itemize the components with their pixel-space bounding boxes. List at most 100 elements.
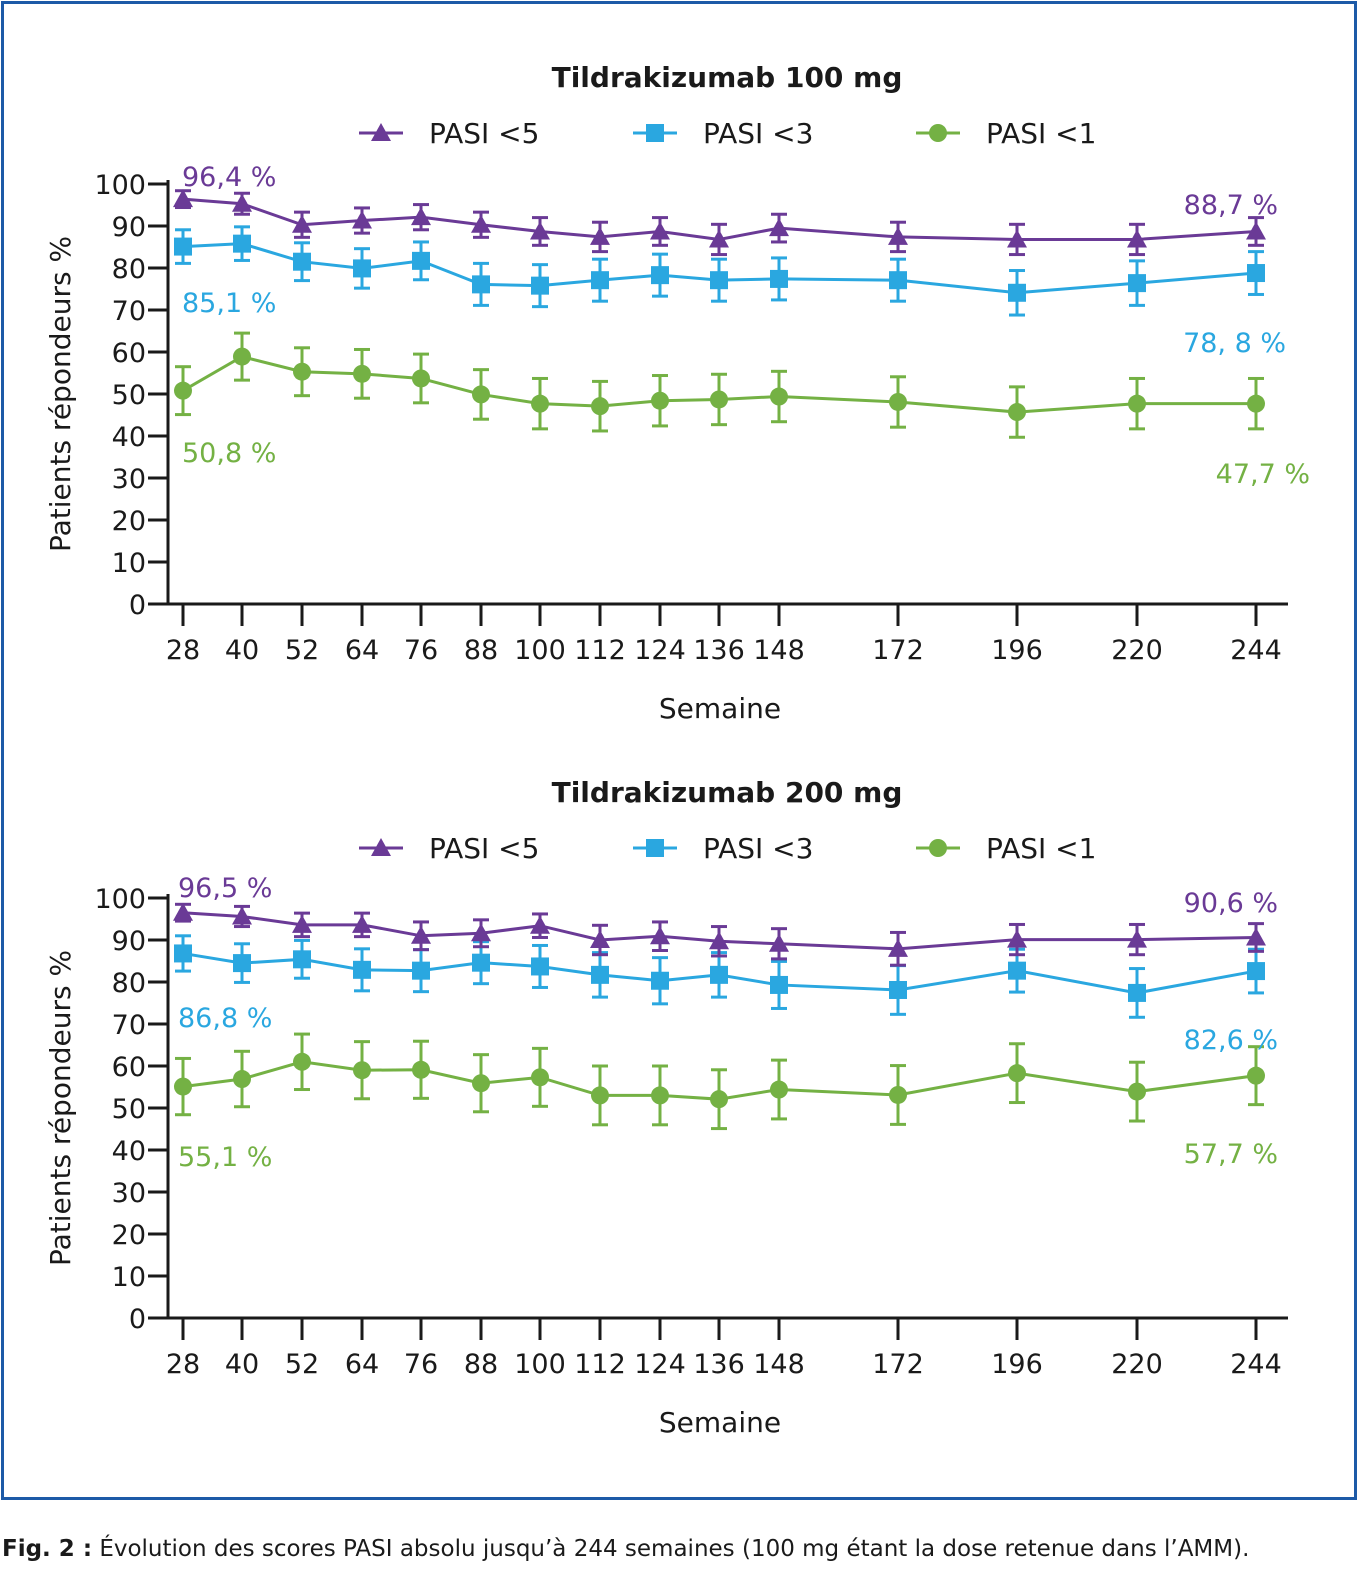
y-tick-label: 80 <box>112 968 146 999</box>
data-point <box>591 1086 609 1105</box>
last-value-label: 47,7 % <box>1216 459 1310 490</box>
data-point <box>709 931 729 950</box>
series-PASI <3: 85,1 % 78, 8 % <box>174 225 1286 359</box>
data-point <box>651 266 669 285</box>
y-axis-label: Patients répondeurs % <box>44 950 77 1266</box>
data-point <box>769 218 789 237</box>
data-point <box>232 906 252 925</box>
y-tick-label: 70 <box>112 1010 146 1041</box>
data-point <box>531 957 549 976</box>
x-tick-label: 100 <box>514 1349 566 1380</box>
y-tick-label: 10 <box>112 548 146 579</box>
data-point <box>1128 274 1146 293</box>
legend-marker <box>646 839 664 857</box>
first-value-label: 86,8 % <box>178 1003 272 1034</box>
data-point <box>1127 929 1147 948</box>
data-point <box>1247 264 1265 283</box>
data-point <box>1247 962 1265 981</box>
y-tick-label: 50 <box>112 1094 146 1125</box>
chart-title: Tildrakizumab 100 mg <box>552 61 903 94</box>
x-tick-label: 112 <box>574 1349 626 1380</box>
data-point <box>1008 1064 1026 1083</box>
y-axis-label: Patients répondeurs % <box>44 236 77 552</box>
x-axis-label: Semaine <box>659 1406 781 1439</box>
x-tick-label: 124 <box>634 635 686 666</box>
data-point <box>531 276 549 295</box>
data-point <box>1246 927 1266 946</box>
series-PASI <3: 86,8 % 82,6 % <box>174 934 1278 1056</box>
data-point <box>173 189 193 208</box>
y-tick-label: 50 <box>112 380 146 411</box>
legend-label: PASI <1 <box>986 117 1096 150</box>
series-PASI <5: 96,5 % 90,6 % <box>173 873 1278 967</box>
series-PASI <5: 96,4 % 88,7 % <box>173 162 1278 257</box>
x-tick-label: 100 <box>514 635 566 666</box>
data-point <box>412 961 430 980</box>
data-point <box>472 275 490 294</box>
data-point <box>769 933 789 952</box>
data-point <box>472 953 490 972</box>
data-point <box>412 369 430 388</box>
data-point <box>888 938 908 957</box>
x-tick-label: 148 <box>753 1349 805 1380</box>
first-value-label: 55,1 % <box>178 1142 272 1173</box>
legend-label: PASI <1 <box>986 832 1096 865</box>
data-point <box>471 923 491 942</box>
x-tick-label: 88 <box>464 635 498 666</box>
data-point <box>590 930 610 948</box>
legend-marker <box>929 124 947 142</box>
x-tick-label: 52 <box>285 1349 319 1380</box>
data-point <box>472 385 490 404</box>
data-point <box>173 902 193 921</box>
x-tick-label: 52 <box>285 635 319 666</box>
data-point <box>293 1052 311 1071</box>
data-point <box>770 387 788 406</box>
data-point <box>352 914 372 933</box>
data-point <box>1246 221 1266 240</box>
data-point <box>232 193 252 212</box>
data-point <box>591 965 609 984</box>
data-point <box>590 226 610 245</box>
x-tick-label: 196 <box>991 1349 1043 1380</box>
data-point <box>293 950 311 969</box>
y-tick-label: 0 <box>129 1304 146 1335</box>
y-tick-label: 100 <box>94 170 146 201</box>
first-value-label: 85,1 % <box>182 288 276 319</box>
y-tick-label: 70 <box>112 296 146 327</box>
data-point <box>531 1068 549 1087</box>
data-point <box>710 1090 728 1109</box>
data-point <box>530 221 550 240</box>
data-point <box>888 226 908 245</box>
data-point <box>1128 394 1146 413</box>
y-tick-label: 20 <box>112 1220 146 1251</box>
data-point <box>1128 1082 1146 1101</box>
data-point <box>1127 229 1147 248</box>
legend-marker <box>929 839 947 857</box>
data-point <box>233 954 251 973</box>
data-point <box>233 1070 251 1089</box>
x-tick-label: 124 <box>634 1349 686 1380</box>
data-point <box>889 980 907 999</box>
x-tick-label: 244 <box>1230 635 1282 666</box>
data-point <box>174 1077 192 1096</box>
legend-label: PASI <3 <box>703 117 813 150</box>
data-point <box>889 271 907 290</box>
data-point <box>709 229 729 248</box>
data-point <box>174 381 192 400</box>
x-tick-label: 244 <box>1230 1349 1282 1380</box>
data-point <box>1008 283 1026 302</box>
data-point <box>650 221 670 240</box>
data-point <box>710 965 728 984</box>
data-point <box>531 394 549 413</box>
data-point <box>174 944 192 963</box>
data-point <box>233 347 251 366</box>
data-point <box>1008 403 1026 422</box>
x-tick-label: 28 <box>166 635 200 666</box>
legend-label: PASI <3 <box>703 832 813 865</box>
caption-text: Évolution des scores PASI absolu jusqu’à… <box>92 1536 1250 1562</box>
first-value-label: 96,5 % <box>178 873 272 904</box>
last-value-label: 90,6 % <box>1184 888 1278 919</box>
last-value-label: 88,7 % <box>1184 190 1278 221</box>
data-point <box>292 214 312 233</box>
